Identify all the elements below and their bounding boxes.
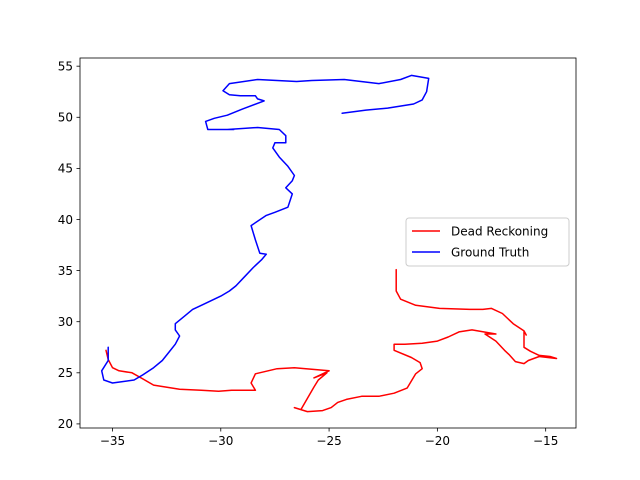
y-tick-label: 20 xyxy=(58,417,73,431)
y-tick-label: 55 xyxy=(58,59,73,73)
x-tick-label: −25 xyxy=(316,434,341,448)
legend-label-0: Dead Reckoning xyxy=(451,225,548,239)
y-tick-label: 45 xyxy=(58,162,73,176)
plot-frame xyxy=(79,57,577,429)
y-tick-label: 30 xyxy=(58,315,73,329)
x-tick-label: −35 xyxy=(100,434,125,448)
x-tick-label: −15 xyxy=(533,434,558,448)
legend-box xyxy=(405,217,570,267)
series-line-1 xyxy=(100,74,430,384)
y-tick-label: 35 xyxy=(58,264,73,278)
y-tick-label: 50 xyxy=(58,111,73,125)
x-tick-label: −30 xyxy=(208,434,233,448)
legend: Dead Reckoning Ground Truth xyxy=(405,217,570,267)
legend-label-1: Ground Truth xyxy=(451,246,529,260)
y-axis-ticks: 20 25 30 35 40 45 50 55 xyxy=(58,59,80,431)
y-tick-label: 25 xyxy=(58,366,73,380)
x-axis-ticks: −35 −30 −25 −20 −15 xyxy=(100,428,558,448)
y-tick-label: 40 xyxy=(58,213,73,227)
x-tick-label: −20 xyxy=(425,434,450,448)
series-line-0 xyxy=(105,268,558,413)
